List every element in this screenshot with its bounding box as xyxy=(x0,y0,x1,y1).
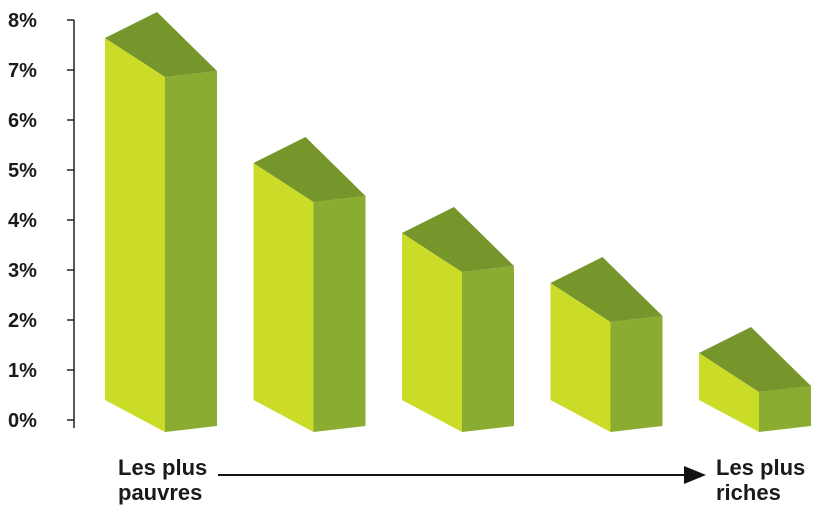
bar-5 xyxy=(699,327,811,432)
y-tick-label: 2% xyxy=(8,310,37,332)
bar-front-face xyxy=(699,353,759,432)
bar-3 xyxy=(402,207,514,432)
y-tick-label: 5% xyxy=(8,160,37,182)
x-axis-end-label-line1: Les plus xyxy=(716,455,806,480)
x-axis-end-label-line2: riches xyxy=(716,480,781,505)
bar-top-face xyxy=(550,257,663,322)
bar-side-face xyxy=(759,386,811,432)
bar-top-face xyxy=(402,207,514,272)
bar-1 xyxy=(105,12,217,432)
x-axis-end-label: Les plus riches xyxy=(716,455,805,505)
y-tick-label: 1% xyxy=(8,360,37,382)
x-axis-arrow xyxy=(218,466,706,484)
bar-4 xyxy=(550,257,663,432)
y-tick-label: 0% xyxy=(8,410,37,432)
x-axis-start-label-line1: Les plus xyxy=(118,455,208,480)
y-tick-label: 3% xyxy=(8,260,37,282)
bar-2 xyxy=(253,137,366,432)
bar-front-face xyxy=(105,38,165,432)
y-tick-label: 8% xyxy=(8,10,37,32)
bar-side-face xyxy=(462,266,514,432)
bars xyxy=(105,12,811,432)
bar-side-face xyxy=(313,196,366,432)
bar-top-face xyxy=(699,327,811,392)
bar-top-face xyxy=(105,12,217,77)
bar-front-face xyxy=(402,233,462,432)
y-tick-label: 7% xyxy=(8,60,37,82)
y-axis: 0% 1% 2% 3% 4% 5% 6% 7% 8% xyxy=(8,10,75,432)
x-arrow-head xyxy=(684,466,706,484)
bar-top-face xyxy=(253,137,366,202)
y-tick-label: 4% xyxy=(8,210,37,232)
bar-side-face xyxy=(610,316,663,432)
bar-front-face xyxy=(550,283,611,432)
x-axis-start-label: Les plus pauvres xyxy=(118,455,207,505)
bar-front-face xyxy=(253,163,314,432)
x-axis-start-label-line2: pauvres xyxy=(118,480,203,505)
bar-side-face xyxy=(165,71,217,432)
y-tick-label: 6% xyxy=(8,110,37,132)
